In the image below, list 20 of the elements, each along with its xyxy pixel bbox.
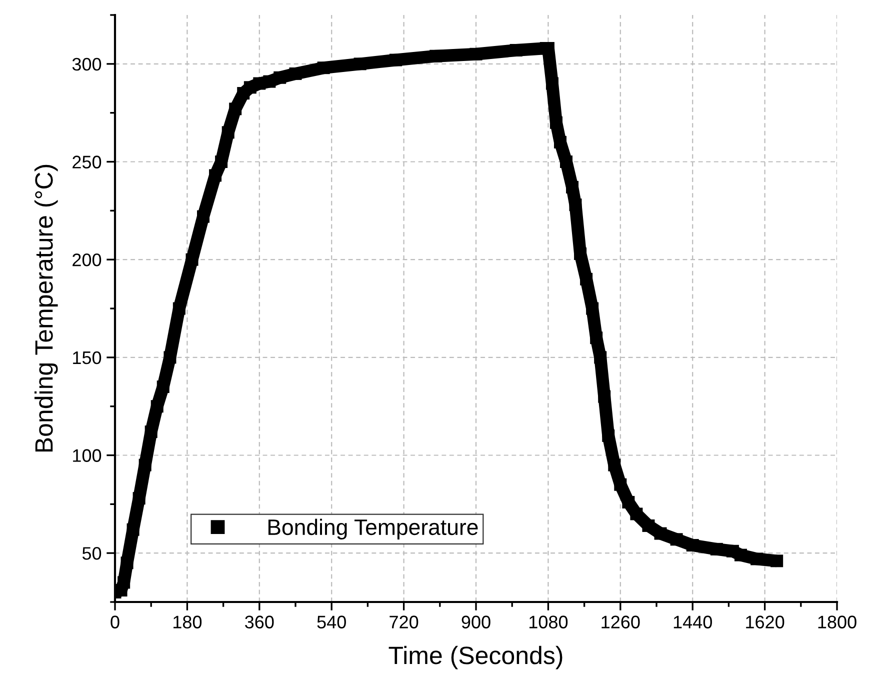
y-tick-label: 150 (73, 351, 102, 364)
y-tick-label: 300 (72, 58, 102, 71)
y-tick-label: 200 (72, 254, 102, 266)
y-axis-title: Bonding Temperature (°C) (34, 164, 58, 452)
x-tick-label: 1440 (674, 616, 712, 628)
legend-label: Bonding Temperature (268, 518, 478, 540)
x-tick-label: 720 (390, 616, 418, 628)
x-tick-label: 360 (245, 616, 274, 628)
x-axis-title: Time (Seconds) (388, 646, 562, 670)
x-tick-label: 1800 (818, 616, 856, 628)
x-tick-label: 1260 (602, 616, 640, 628)
x-tick-label: 900 (462, 616, 490, 628)
x-tick-label: 0 (110, 616, 120, 628)
y-tick-label: 250 (72, 156, 102, 168)
y-tick-label: 50 (82, 547, 102, 560)
x-tick-label: 180 (174, 616, 202, 628)
x-tick-label: 540 (317, 616, 346, 628)
y-tick-label: 100 (73, 449, 102, 462)
x-tick-label: 1620 (746, 616, 784, 628)
x-tick-label: 1080 (529, 616, 568, 628)
